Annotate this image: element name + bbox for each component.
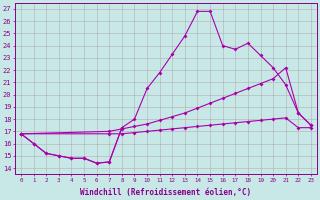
X-axis label: Windchill (Refroidissement éolien,°C): Windchill (Refroidissement éolien,°C) xyxy=(80,188,252,197)
